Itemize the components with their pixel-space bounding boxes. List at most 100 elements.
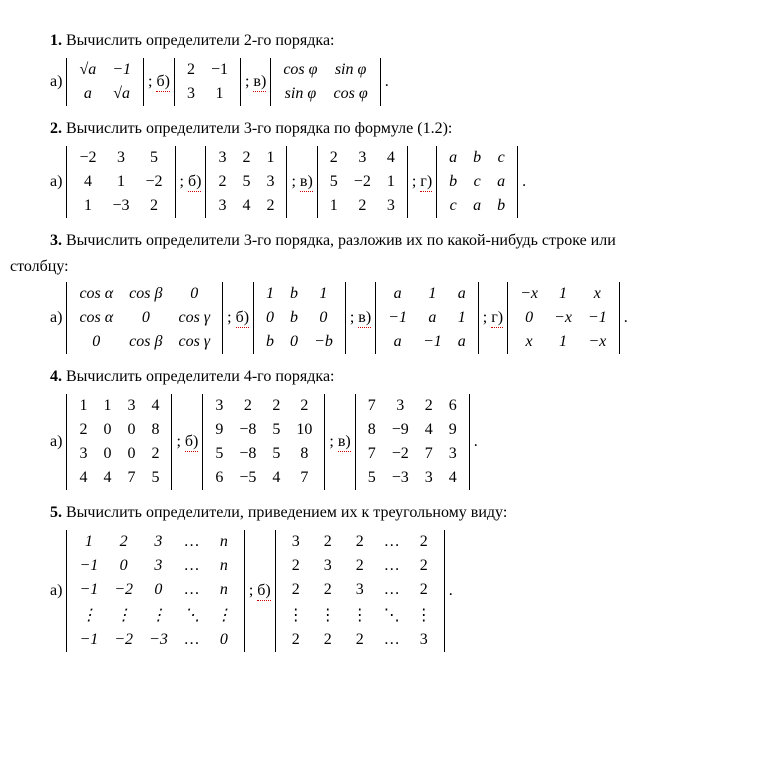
det-cell: −2 [106,578,141,602]
det-cell: 4 [234,194,258,218]
det-cell: −2 [138,170,171,194]
det-cell: n [208,530,240,554]
det-cell: a [380,282,415,306]
problem-4-row: а) 1134200830024475 ; б) 32229−85105−858… [50,394,770,490]
det-cell: 2 [264,394,288,418]
det-cell: −1 [380,306,415,330]
det-cell: 2 [408,530,440,554]
det-cell: 0 [306,306,341,330]
det-cell: n [208,578,240,602]
p1-det-a: √a−1a√a [66,58,144,106]
det-cell: a [450,330,474,354]
p3-sep2: ; [350,309,354,327]
det-cell: 2 [312,530,344,554]
det-cell: ⋮ [106,602,141,628]
det-cell: −8 [231,442,264,466]
p3-sep1: ; [227,309,231,327]
det-cell: 0 [170,282,218,306]
problem-2-row: а) −23541−21−32 ; б) 321253342 ; в) 2345… [50,146,770,218]
p3-det-a: cos αcos β0cos α0cos γ0cos βcos γ [66,282,223,354]
p1-end: . [385,73,389,91]
det-cell: b [282,306,306,330]
det-cell: ⋮ [280,602,312,628]
p2-det-a: −23541−21−32 [66,146,175,218]
det-cell: … [376,578,408,602]
det-cell: 3 [71,442,95,466]
p4-det-v: 73268−9497−2735−334 [355,394,470,490]
problem-4-heading: 4. Вычислить определители 4-го порядка: [50,368,770,386]
det-cell: 3 [179,82,203,106]
det-cell: a [380,330,415,354]
det-cell: … [176,578,208,602]
problem-2-num: 2. [50,120,62,137]
det-cell: 2 [288,394,320,418]
det-cell: 1 [71,394,95,418]
det-cell: 2 [322,146,346,170]
det-cell: 1 [258,146,282,170]
det-cell: 1 [322,194,346,218]
det-cell: 9 [207,418,231,442]
det-cell: 5 [264,418,288,442]
det-cell: n [208,554,240,578]
det-cell: a [450,282,474,306]
p2-a-label: а) [50,173,62,191]
det-cell: −x [512,282,546,306]
p2-det-g: abcbcacab [436,146,518,218]
det-cell: 4 [441,466,465,490]
det-cell: 7 [360,394,384,418]
det-cell: −2 [106,628,141,652]
p4-v-label: в) [338,433,351,452]
det-cell: 3 [379,194,403,218]
det-cell: 8 [288,442,320,466]
det-cell: cos φ [275,58,325,82]
det-cell: x [580,282,615,306]
problem-3-row: а) cos αcos β0cos α0cos γ0cos βcos γ ; б… [50,282,770,354]
det-cell: 6 [441,394,465,418]
problem-5-row: а) 123…n−103…n−1−20…n⋮⋮⋮⋱⋮−1−2−3…0 ; б) … [50,530,770,652]
det-cell: 5 [143,466,167,490]
det-cell: −x [580,330,615,354]
det-cell: 1 [306,282,341,306]
det-cell: 1 [450,306,474,330]
problem-4-text: Вычислить определители 4-го порядка: [62,368,334,385]
det-cell: sin φ [326,58,376,82]
det-cell: ⋮ [344,602,376,628]
det-cell: 3 [344,578,376,602]
det-cell: 2 [312,578,344,602]
det-cell: b [465,146,489,170]
det-cell: 0 [95,442,119,466]
det-cell: b [441,170,465,194]
problem-4-num: 4. [50,368,62,385]
det-cell: 2 [210,170,234,194]
det-cell: 7 [417,442,441,466]
p1-sep2: ; [245,73,249,91]
det-cell: 3 [408,628,440,652]
det-cell: 5 [322,170,346,194]
det-cell: a [465,194,489,218]
det-cell: … [376,530,408,554]
det-cell: 0 [95,418,119,442]
det-cell: 1 [258,282,282,306]
det-cell: 0 [119,442,143,466]
det-cell: 3 [280,530,312,554]
problem-2-heading: 2. Вычислить определители 3-го порядка п… [50,120,770,138]
det-cell: 5 [360,466,384,490]
det-cell: 2 [280,578,312,602]
det-cell: 3 [207,394,231,418]
problem-3-num: 3. [50,232,62,249]
det-cell: 2 [408,554,440,578]
det-cell: 2 [280,628,312,652]
problem-1-text: Вычислить определители 2-го порядка: [62,32,334,49]
det-cell: cos β [121,282,170,306]
det-cell: 3 [258,170,282,194]
det-cell: −3 [104,194,137,218]
det-cell: −1 [203,58,236,82]
det-cell: −3 [141,628,176,652]
det-cell: −b [306,330,341,354]
det-cell: 7 [288,466,320,490]
problem-3-text-l1: Вычислить определители 3-го порядка, раз… [62,232,616,249]
det-cell: 2 [344,628,376,652]
p2-end: . [522,173,526,191]
problem-5-text: Вычислить определители, приведением их к… [62,504,507,521]
det-cell: cos β [121,330,170,354]
